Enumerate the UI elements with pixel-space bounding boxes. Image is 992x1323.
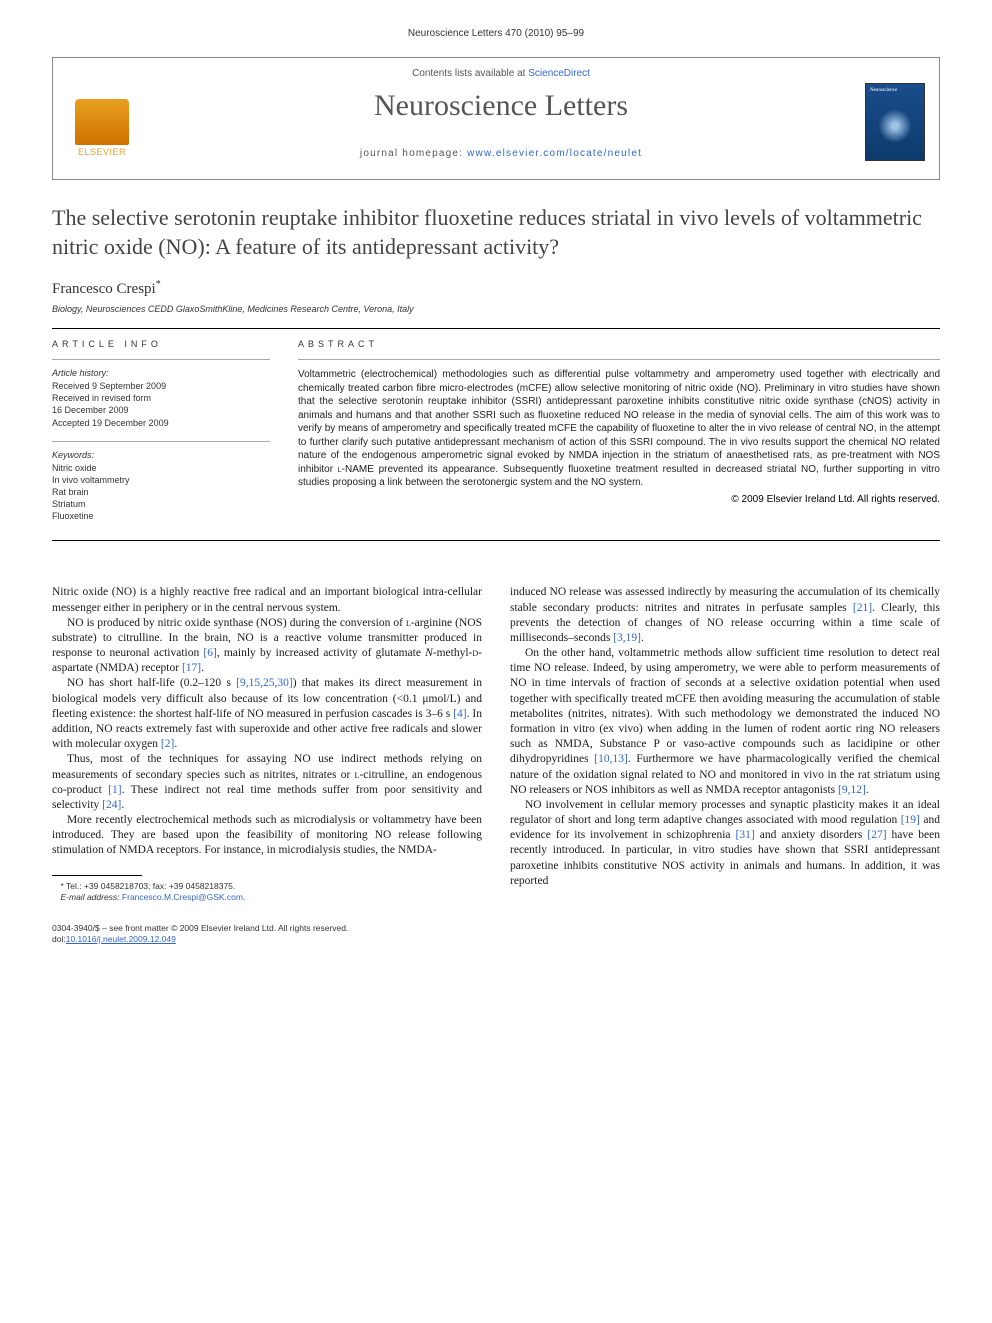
homepage-line: journal homepage: www.elsevier.com/locat…	[360, 148, 642, 159]
footnote-tel-label: Tel.:	[66, 881, 84, 891]
citation-ref[interactable]: [10,13]	[594, 753, 628, 765]
publisher-logo-text: ELSEVIER	[78, 147, 126, 157]
body-right-column: induced NO release was assessed indirect…	[510, 585, 940, 902]
sciencedirect-link[interactable]: ScienceDirect	[528, 68, 590, 79]
author-email-link[interactable]: Francesco.M.Crespi@GSK.com	[122, 892, 243, 902]
keyword-3: Striatum	[52, 498, 270, 510]
citation-ref[interactable]: [17]	[182, 662, 201, 674]
body-two-column: Nitric oxide (NO) is a highly reactive f…	[52, 585, 940, 902]
author-line: Francesco Crespi*	[52, 279, 940, 298]
keywords-block: Keywords: Nitric oxide In vivo voltammet…	[52, 450, 270, 523]
keyword-2: Rat brain	[52, 486, 270, 498]
running-header: Neuroscience Letters 470 (2010) 95–99	[52, 28, 940, 39]
doi-link[interactable]: 10.1016/j.neulet.2009.12.049	[66, 934, 176, 944]
citation-ref[interactable]: [2]	[161, 738, 174, 750]
body-para-l1: NO is produced by nitric oxide synthase …	[52, 616, 482, 677]
contents-prefix: Contents lists available at	[412, 68, 528, 79]
footnote-tel: +39 0458218703	[84, 881, 148, 891]
masthead-top-row: ELSEVIER Contents lists available at Sci…	[53, 58, 939, 179]
footnote-fax: +39 0458218375.	[169, 881, 235, 891]
footnote-email-suffix: .	[243, 892, 245, 902]
citation-ref[interactable]: [24]	[102, 799, 121, 811]
citation-ref[interactable]: [1]	[108, 784, 121, 796]
header-divider	[52, 328, 940, 329]
info-divider-1	[52, 359, 270, 360]
article-info-column: article info Article history: Received 9…	[52, 339, 270, 534]
page-footer: 0304-3940/$ – see front matter © 2009 El…	[52, 923, 940, 945]
footnote-email-label: E-mail address:	[61, 892, 122, 902]
citation-ref[interactable]: [6]	[203, 647, 216, 659]
body-para-r0: induced NO release was assessed indirect…	[510, 585, 940, 646]
article-history-block: Article history: Received 9 September 20…	[52, 368, 270, 429]
author-correspondence-marker: *	[156, 279, 161, 290]
homepage-prefix: journal homepage:	[360, 148, 467, 159]
email-footnote: E-mail address: Francesco.M.Crespi@GSK.c…	[52, 892, 482, 903]
doi-prefix: doi:	[52, 934, 66, 944]
article-info-label: article info	[52, 339, 270, 349]
citation-ref[interactable]: [21]	[853, 602, 872, 614]
author-name: Francesco Crespi	[52, 281, 156, 297]
footer-copyright-line: 0304-3940/$ – see front matter © 2009 El…	[52, 923, 940, 934]
keyword-1: In vivo voltammetry	[52, 474, 270, 486]
article-title: The selective serotonin reuptake inhibit…	[52, 204, 940, 261]
author-affiliation: Biology, Neurosciences CEDD GlaxoSmithKl…	[52, 304, 940, 314]
body-para-l2: NO has short half-life (0.2–120 s [9,15,…	[52, 676, 482, 752]
abstract-bottom-divider	[52, 540, 940, 541]
citation-ref[interactable]: [9,12]	[838, 784, 866, 796]
journal-homepage-link[interactable]: www.elsevier.com/locate/neulet	[467, 148, 642, 159]
contents-available-line: Contents lists available at ScienceDirec…	[149, 68, 853, 79]
footer-doi-line: doi:10.1016/j.neulet.2009.12.049	[52, 934, 940, 945]
footnote-separator	[52, 875, 142, 876]
history-line-3: Accepted 19 December 2009	[52, 417, 270, 429]
body-para-l3: Thus, most of the techniques for assayin…	[52, 752, 482, 813]
history-line-0: Received 9 September 2009	[52, 380, 270, 392]
footnote-star: *	[61, 881, 64, 891]
masthead-homepage-row: journal homepage: www.elsevier.com/locat…	[149, 137, 853, 175]
elsevier-tree-icon	[75, 99, 129, 145]
citation-ref[interactable]: [9,15,25,30]	[236, 677, 293, 689]
citation-ref[interactable]: [31]	[736, 829, 755, 841]
citation-ref[interactable]: [27]	[867, 829, 886, 841]
info-abstract-row: article info Article history: Received 9…	[52, 339, 940, 534]
info-divider-2	[52, 441, 270, 442]
body-para-r1: On the other hand, voltammetric methods …	[510, 646, 940, 798]
abstract-copyright: © 2009 Elsevier Ireland Ltd. All rights …	[298, 494, 940, 505]
citation-ref[interactable]: [3,19]	[613, 632, 641, 644]
journal-title: Neuroscience Letters	[149, 89, 853, 123]
footnote-fax-label: ; fax:	[148, 881, 169, 891]
abstract-divider	[298, 359, 940, 360]
article-history-head: Article history:	[52, 368, 270, 378]
abstract-label: abstract	[298, 339, 940, 349]
publisher-logo: ELSEVIER	[67, 87, 137, 157]
keyword-0: Nitric oxide	[52, 462, 270, 474]
journal-cover-thumbnail	[865, 83, 925, 161]
masthead-center: Contents lists available at ScienceDirec…	[149, 68, 853, 175]
history-line-1: Received in revised form	[52, 392, 270, 404]
correspondence-footnote: * Tel.: +39 0458218703; fax: +39 0458218…	[52, 881, 482, 892]
journal-masthead: ELSEVIER Contents lists available at Sci…	[52, 57, 940, 180]
abstract-text: Voltammetric (electrochemical) methodolo…	[298, 368, 940, 490]
body-para-r2: NO involvement in cellular memory proces…	[510, 798, 940, 889]
citation-ref[interactable]: [19]	[901, 814, 920, 826]
history-line-2: 16 December 2009	[52, 404, 270, 416]
body-left-column: Nitric oxide (NO) is a highly reactive f…	[52, 585, 482, 902]
keywords-head: Keywords:	[52, 450, 270, 460]
citation-ref[interactable]: [4]	[453, 708, 466, 720]
body-para-l0: Nitric oxide (NO) is a highly reactive f…	[52, 585, 482, 615]
abstract-column: abstract Voltammetric (electrochemical) …	[298, 339, 940, 534]
body-para-l4: More recently electrochemical methods su…	[52, 813, 482, 859]
keyword-4: Fluoxetine	[52, 510, 270, 522]
